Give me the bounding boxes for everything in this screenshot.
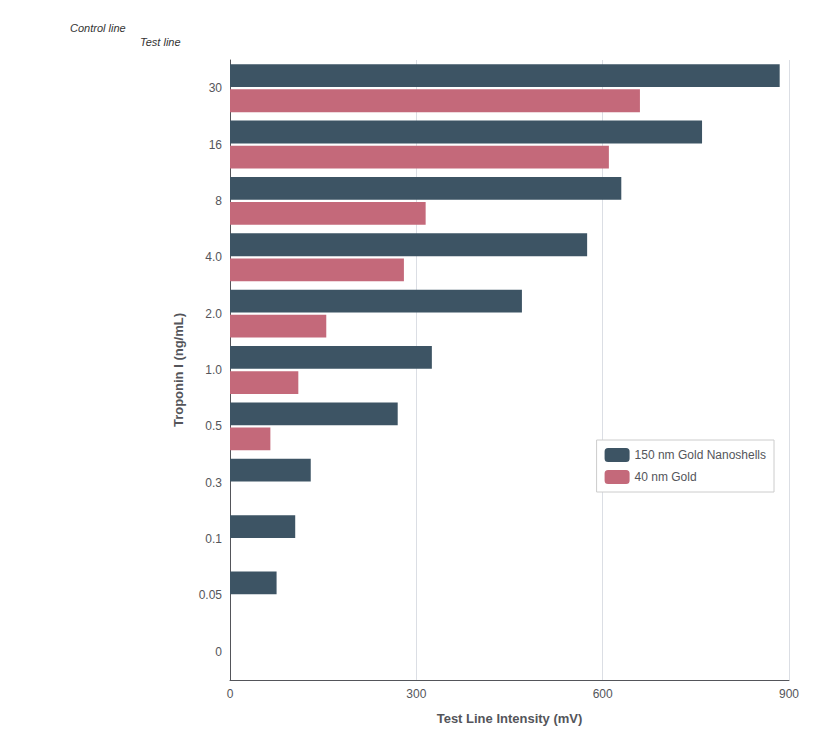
svg-text:Troponin I (ng/mL): Troponin I (ng/mL) — [171, 313, 186, 427]
svg-text:900: 900 — [779, 687, 799, 701]
svg-text:0: 0 — [215, 645, 222, 659]
svg-text:1.0: 1.0 — [205, 363, 222, 377]
svg-text:Test Line Intensity (mV): Test Line Intensity (mV) — [437, 711, 583, 726]
svg-text:16: 16 — [209, 138, 223, 152]
svg-text:2.0: 2.0 — [205, 307, 222, 321]
svg-text:0.5: 0.5 — [205, 419, 222, 433]
svg-text:0.05: 0.05 — [199, 588, 223, 602]
svg-text:0.3: 0.3 — [205, 476, 222, 490]
svg-text:Control line: Control line — [70, 22, 126, 34]
svg-text:300: 300 — [406, 687, 426, 701]
svg-text:150 nm Gold Nanoshells: 150 nm Gold Nanoshells — [635, 448, 766, 462]
svg-text:0.1: 0.1 — [205, 532, 222, 546]
svg-text:600: 600 — [593, 687, 613, 701]
svg-text:40 nm Gold: 40 nm Gold — [635, 470, 697, 484]
svg-text:8: 8 — [215, 194, 222, 208]
svg-text:Test line: Test line — [140, 36, 181, 48]
svg-text:0: 0 — [227, 687, 234, 701]
svg-text:4.0: 4.0 — [205, 250, 222, 264]
svg-text:30: 30 — [209, 81, 223, 95]
